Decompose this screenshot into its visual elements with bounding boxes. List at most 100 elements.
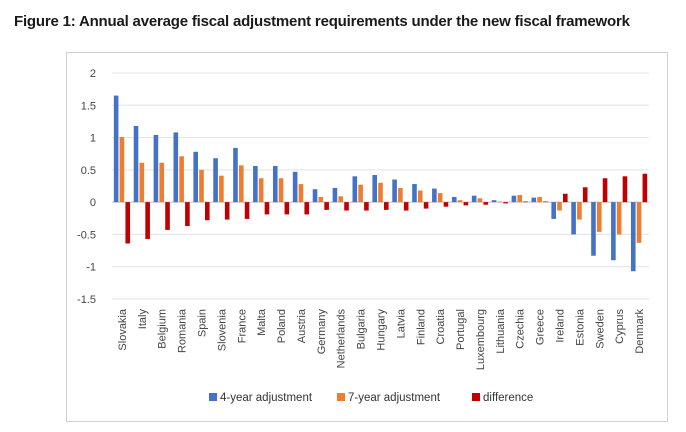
bar-7-year [398, 187, 403, 203]
bar-difference [543, 201, 548, 203]
legend: 4-year adjustment 7-year adjustment differ… [209, 392, 533, 404]
x-tick-label: Spain [197, 309, 209, 337]
bar-difference [443, 202, 449, 207]
x-tick-label: Romania [177, 308, 189, 353]
bar-difference [284, 202, 290, 215]
bar-difference [483, 202, 489, 205]
bar-difference [324, 202, 329, 210]
bar-difference [622, 176, 628, 203]
legend-swatch [472, 393, 480, 401]
x-tick-label: France [236, 309, 248, 343]
x-tick-label: Estonia [574, 308, 586, 346]
bar-7-year [477, 198, 483, 203]
bar-chart: 2 1.5 1 0.5 0 -0.5 -1 -1.5 Slovakia Italy Belgium… [77, 68, 649, 404]
bar-4-year [312, 189, 318, 203]
chart-frame: 2 1.5 1 0.5 0 -0.5 -1 -1.5 Slovakia Italy Belgium… [66, 52, 668, 422]
bar-4-year [412, 184, 417, 203]
x-tick-label: Cyprus [614, 309, 626, 344]
bar-4-year [272, 165, 278, 203]
x-tick-label: Luxembourg [475, 309, 487, 370]
bar-4-year [551, 202, 556, 219]
bar-4-year [491, 200, 497, 203]
bar-difference [523, 201, 528, 203]
bar-4-year [153, 134, 159, 203]
bar-7-year [139, 162, 145, 203]
bar-difference [602, 178, 608, 203]
bar-4-year [352, 176, 358, 203]
x-tick-label: Ireland [555, 309, 567, 343]
x-tick-label: Lithuania [495, 308, 507, 354]
bar-7-year [577, 202, 582, 220]
x-axis-ticks: Slovakia Italy Belgium Romania Spain Slovenia… [117, 308, 646, 370]
y-tick-label: -0.5 [77, 229, 96, 241]
bar-difference [125, 202, 131, 244]
bar-difference [642, 173, 648, 203]
y-tick-label: 1.5 [81, 100, 96, 112]
bar-difference [244, 202, 250, 219]
x-tick-label: Finland [415, 309, 427, 345]
x-tick-label: Malta [256, 308, 268, 336]
bar-7-year [219, 175, 224, 203]
legend-swatch [209, 393, 217, 401]
x-tick-label: Italy [137, 309, 149, 330]
bar-4-year [213, 158, 218, 203]
bar-4-year [591, 202, 596, 256]
bar-difference [264, 202, 270, 215]
bar-4-year [372, 175, 377, 203]
bar-7-year [338, 196, 344, 203]
x-tick-label: Germany [316, 309, 328, 355]
bar-difference [384, 202, 389, 210]
bar-4-year [193, 151, 198, 203]
legend-label: 4-year adjustment [220, 392, 313, 404]
bar-7-year [497, 201, 503, 203]
x-tick-label: Greece [535, 309, 547, 345]
y-tick-label: -1 [86, 262, 96, 274]
bars [113, 95, 648, 272]
bar-difference [145, 202, 150, 239]
bar-7-year [616, 202, 622, 235]
bar-4-year [471, 195, 477, 203]
bar-4-year [630, 202, 636, 272]
bar-7-year [437, 193, 443, 203]
x-tick-label: Belgium [157, 309, 169, 349]
bar-4-year [233, 147, 238, 203]
bar-7-year [179, 156, 184, 203]
bar-7-year [417, 190, 423, 203]
bar-7-year [258, 178, 264, 203]
x-tick-label: Croatia [435, 308, 447, 344]
bar-difference [185, 202, 190, 227]
y-tick-label: 1 [90, 133, 96, 145]
x-tick-label: Czechia [515, 308, 527, 349]
x-tick-label: Austria [296, 308, 308, 343]
x-tick-label: Bulgaria [356, 308, 368, 349]
legend-label: 7-year adjustment [348, 392, 441, 404]
x-tick-label: Portugal [455, 309, 467, 350]
x-tick-label: Denmark [634, 309, 646, 354]
bar-difference [403, 202, 409, 211]
bar-4-year [611, 202, 616, 261]
bar-7-year [457, 200, 463, 203]
bar-7-year [199, 169, 204, 203]
bar-difference [224, 202, 230, 220]
bar-difference [205, 202, 210, 221]
bar-7-year [298, 184, 304, 203]
x-tick-label: Sweden [594, 309, 606, 349]
legend-label: difference [483, 392, 533, 404]
bar-4-year [571, 202, 576, 235]
x-tick-label: Poland [276, 309, 288, 343]
legend-swatch [337, 393, 345, 401]
y-tick-label: 0 [90, 197, 96, 209]
x-tick-label: Latvia [395, 308, 407, 338]
bar-difference [304, 202, 310, 215]
bar-7-year [557, 202, 562, 211]
bar-7-year [278, 178, 284, 203]
bar-4-year [292, 171, 298, 203]
x-tick-label: Slovakia [117, 308, 129, 350]
bar-7-year [318, 196, 324, 203]
y-tick-label: -1.5 [77, 294, 96, 306]
bar-4-year [531, 197, 537, 203]
y-tick-label: 2 [90, 68, 96, 80]
bar-4-year [253, 165, 258, 203]
bar-4-year [133, 125, 139, 203]
bar-4-year [432, 188, 437, 203]
